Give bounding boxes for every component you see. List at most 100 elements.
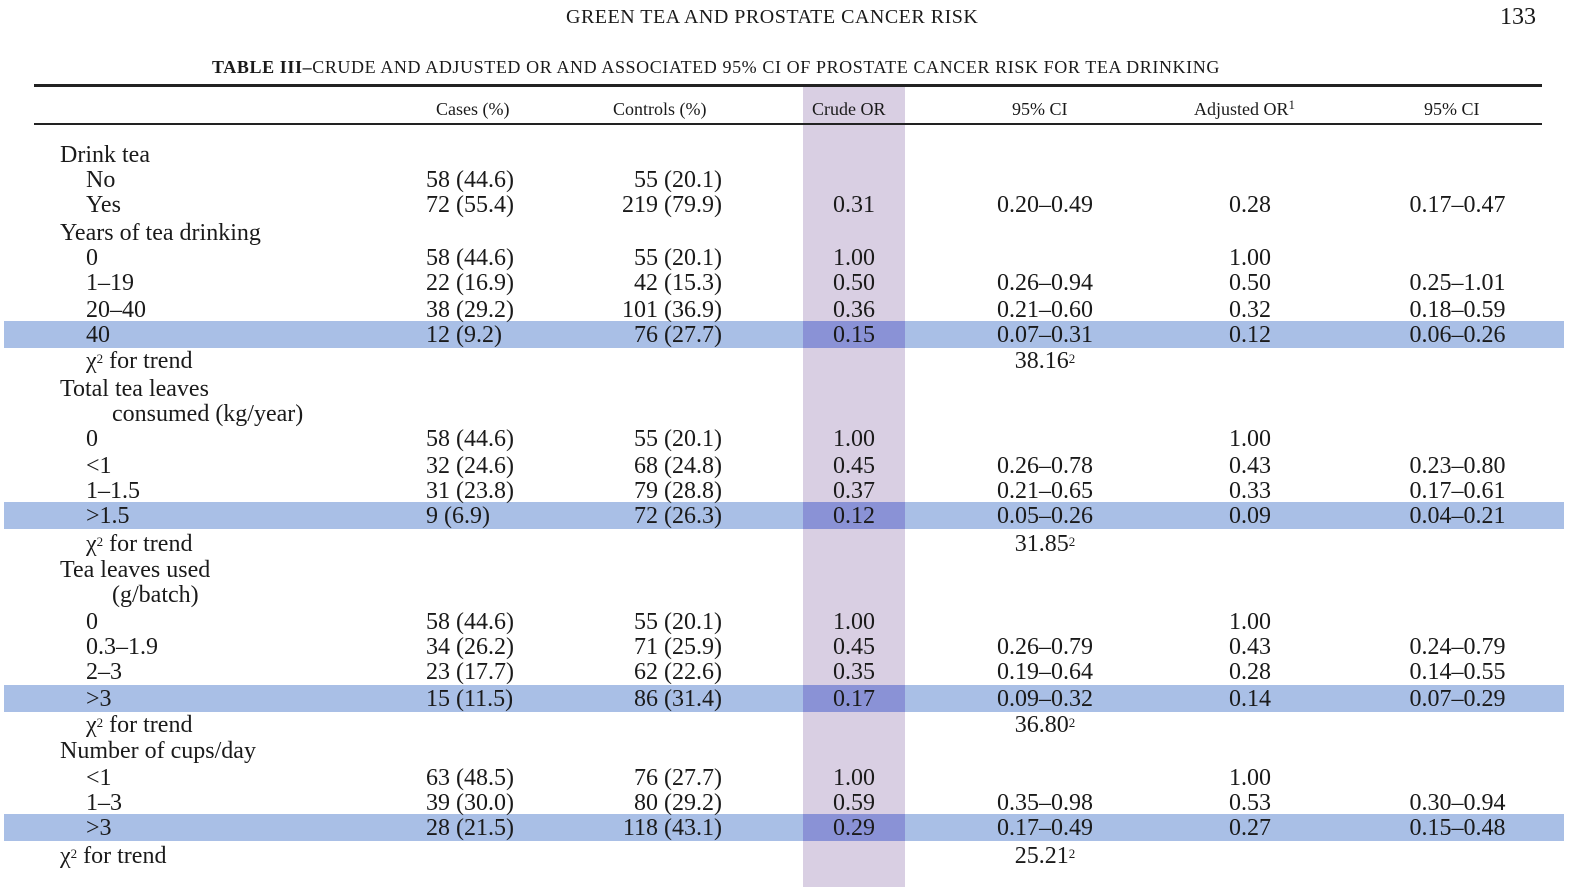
table-row: consumed (kg/year) [0, 401, 1569, 427]
cell-controls: 42 (15.3) [634, 270, 722, 296]
row-label: <1 [86, 453, 112, 479]
row-label: Number of cups/day [60, 738, 256, 764]
cell-controls: 55 (20.1) [634, 426, 722, 452]
cell-ci: 0.26–0.79 [997, 634, 1093, 660]
cell-ci-adjusted: 0.15–0.48 [1409, 815, 1506, 841]
cell-cases: 58 (44.6) [426, 167, 514, 193]
cell-ci: 0.07–0.31 [997, 322, 1093, 348]
col-header-cases: Cases (%) [436, 99, 510, 119]
cell-controls: 86 (31.4) [634, 686, 722, 712]
cell-adjusted-or: 0.27 [1229, 815, 1271, 841]
table-row: Total tea leaves [0, 376, 1569, 402]
crude-or-cell-highlight [803, 685, 905, 712]
table-row: χ2 for trend 36.802 [0, 712, 1569, 738]
cell-crude-or: 1.00 [833, 765, 875, 791]
cell-ci: 0.09–0.32 [997, 686, 1093, 712]
crude-or-column-highlight [803, 85, 905, 887]
row-highlight [4, 685, 1564, 712]
row-label: Total tea leaves [60, 376, 209, 402]
cell-controls: 76 (27.7) [634, 765, 722, 791]
cell-ci: 0.21–0.60 [997, 297, 1093, 323]
cell-adjusted-or: 0.53 [1229, 790, 1271, 816]
col-header-ci-adjusted: 95% CI [1424, 99, 1480, 119]
cell-cases: 58 (44.6) [426, 245, 514, 271]
cell-controls: 101 (36.9) [622, 297, 722, 323]
cell-controls: 71 (25.9) [634, 634, 722, 660]
row-label: 0 [86, 245, 98, 271]
cell-ci-adjusted: 0.17–0.61 [1409, 478, 1506, 504]
cell-ci-adjusted: 0.17–0.47 [1409, 192, 1506, 218]
crude-or-cell-highlight [803, 502, 905, 529]
cell-crude-or: 0.31 [833, 192, 875, 218]
cell-ci: 0.21–0.65 [997, 478, 1093, 504]
cell-crude-or: 0.36 [833, 297, 875, 323]
col-header-crude-or: Crude OR [812, 99, 886, 119]
cell-crude-or: 0.17 [833, 686, 875, 712]
cell-ci: 25.212 [1014, 843, 1076, 869]
table-row: 2–3 23 (17.7) 62 (22.6) 0.35 0.19–0.64 0.28 0.… [0, 659, 1569, 685]
table-row: (g/batch) [0, 582, 1569, 608]
row-label: 1–3 [86, 790, 122, 816]
cell-crude-or: 1.00 [833, 609, 875, 635]
row-label: consumed (kg/year) [112, 401, 304, 427]
cell-adjusted-or: 0.33 [1229, 478, 1271, 504]
cell-controls: 118 (43.1) [622, 815, 722, 841]
row-label: No [86, 167, 116, 193]
cell-adjusted-or: 0.12 [1229, 322, 1271, 348]
row-label: 0.3–1.9 [86, 634, 158, 660]
table-row: <1 63 (48.5) 76 (27.7) 1.00 1.00 [0, 765, 1569, 791]
cell-adjusted-or: 1.00 [1229, 765, 1271, 791]
cell-ci: 0.35–0.98 [997, 790, 1093, 816]
cell-controls: 68 (24.8) [634, 453, 722, 479]
cell-cases: 39 (30.0) [426, 790, 514, 816]
cell-cases: 12 (9.2) [426, 322, 502, 348]
cell-adjusted-or: 0.28 [1229, 659, 1271, 685]
row-label: Years of tea drinking [60, 220, 261, 246]
caption-text: CRUDE AND ADJUSTED OR AND ASSOCIATED 95%… [312, 57, 1220, 77]
row-label: χ2 for trend [86, 712, 193, 738]
cell-crude-or: 0.45 [833, 453, 875, 479]
crude-or-cell-highlight [803, 814, 905, 841]
row-label: 2–3 [86, 659, 122, 685]
cell-cases: 22 (16.9) [426, 270, 514, 296]
cell-cases: 34 (26.2) [426, 634, 514, 660]
table-row: χ2 for trend 25.212 [0, 843, 1569, 869]
cell-controls: 80 (29.2) [634, 790, 722, 816]
table-row: 1–3 39 (30.0) 80 (29.2) 0.59 0.35–0.98 0.53 0.… [0, 790, 1569, 816]
row-highlight [4, 814, 1564, 841]
row-label: 20–40 [86, 297, 146, 323]
table-row: χ2 for trend 31.852 [0, 531, 1569, 557]
table-row: >1.5 9 (6.9) 72 (26.3) 0.12 0.05–0.26 0.09 0.0… [0, 503, 1569, 529]
row-label: 0 [86, 609, 98, 635]
cell-crude-or: 0.50 [833, 270, 875, 296]
cell-ci-adjusted: 0.24–0.79 [1409, 634, 1506, 660]
cell-adjusted-or: 0.32 [1229, 297, 1271, 323]
cell-adjusted-or: 0.43 [1229, 634, 1271, 660]
caption-dash: – [302, 57, 313, 77]
cell-adjusted-or: 0.43 [1229, 453, 1271, 479]
cell-cases: 32 (24.6) [426, 453, 514, 479]
row-label: 40 [86, 322, 110, 348]
row-label: χ2 for trend [86, 531, 193, 557]
table-row: 0 58 (44.6) 55 (20.1) 1.00 1.00 [0, 245, 1569, 271]
col-header-ci: 95% CI [1012, 99, 1068, 119]
cell-crude-or: 0.12 [833, 503, 875, 529]
cell-controls: 55 (20.1) [634, 167, 722, 193]
cell-controls: 55 (20.1) [634, 609, 722, 635]
cell-crude-or: 1.00 [833, 426, 875, 452]
cell-ci: 0.17–0.49 [997, 815, 1093, 841]
cell-crude-or: 1.00 [833, 245, 875, 271]
caption-label: TABLE III [212, 57, 303, 77]
cell-ci: 0.26–0.78 [997, 453, 1093, 479]
table-row: Years of tea drinking [0, 220, 1569, 246]
row-label: 1–1.5 [86, 478, 140, 504]
cell-crude-or: 0.59 [833, 790, 875, 816]
cell-adjusted-or: 0.28 [1229, 192, 1271, 218]
table-row: 0 58 (44.6) 55 (20.1) 1.00 1.00 [0, 609, 1569, 635]
cell-ci-adjusted: 0.30–0.94 [1409, 790, 1506, 816]
row-label: 1–19 [86, 270, 134, 296]
crude-or-cell-highlight [803, 321, 905, 348]
table-top-rule [34, 84, 1542, 87]
table-row: 1–19 22 (16.9) 42 (15.3) 0.50 0.26–0.94 0.50 0… [0, 270, 1569, 296]
cell-ci-adjusted: 0.23–0.80 [1409, 453, 1506, 479]
